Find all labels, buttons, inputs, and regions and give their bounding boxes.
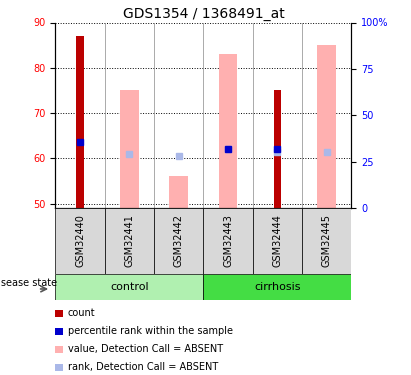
- Bar: [253, 208, 302, 274]
- Bar: [76, 36, 84, 208]
- Bar: [219, 54, 238, 208]
- Text: percentile rank within the sample: percentile rank within the sample: [68, 326, 233, 336]
- Bar: [274, 90, 281, 208]
- Bar: [120, 90, 139, 208]
- Text: count: count: [68, 308, 95, 318]
- Bar: [55, 208, 105, 274]
- Text: GSM32445: GSM32445: [322, 214, 332, 267]
- Bar: [317, 45, 336, 208]
- Bar: [154, 208, 203, 274]
- Text: GSM32443: GSM32443: [223, 214, 233, 267]
- Text: GSM32442: GSM32442: [174, 214, 184, 267]
- Bar: [302, 208, 351, 274]
- Bar: [55, 274, 203, 300]
- Text: value, Detection Call = ABSENT: value, Detection Call = ABSENT: [68, 344, 223, 354]
- Text: GSM32444: GSM32444: [272, 214, 282, 267]
- Bar: [203, 208, 253, 274]
- Text: GSM32441: GSM32441: [125, 214, 134, 267]
- Bar: [203, 274, 351, 300]
- Bar: [105, 208, 154, 274]
- Text: control: control: [110, 282, 149, 292]
- Text: cirrhosis: cirrhosis: [254, 282, 301, 292]
- Title: GDS1354 / 1368491_at: GDS1354 / 1368491_at: [122, 8, 284, 21]
- Text: GSM32440: GSM32440: [75, 214, 85, 267]
- Text: disease state: disease state: [0, 278, 58, 288]
- Text: rank, Detection Call = ABSENT: rank, Detection Call = ABSENT: [68, 362, 218, 372]
- Bar: [169, 176, 188, 208]
